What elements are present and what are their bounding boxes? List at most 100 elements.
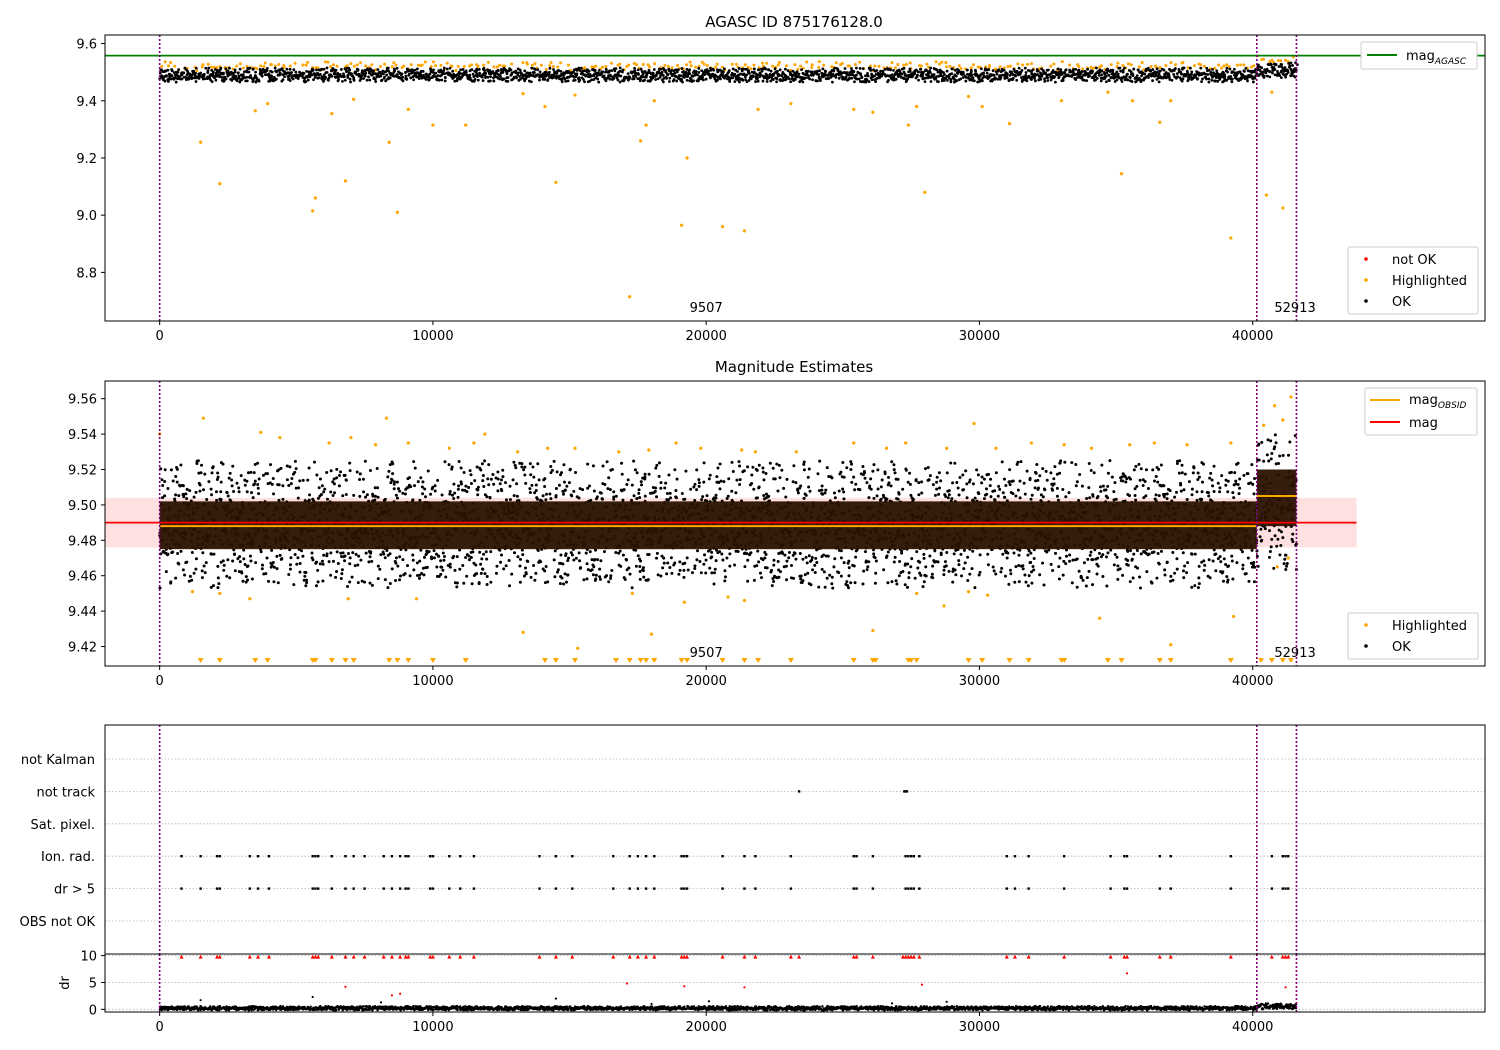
ok-point xyxy=(412,568,416,572)
ok-point xyxy=(626,72,630,76)
highlighted-point xyxy=(1225,63,1229,67)
ok-point xyxy=(362,490,366,494)
ok-point xyxy=(412,460,416,464)
ok-point xyxy=(712,571,716,575)
ok-point xyxy=(762,494,766,498)
ok-point xyxy=(1257,63,1260,67)
ok-point xyxy=(499,478,503,482)
ok-point xyxy=(523,79,527,83)
highlighted-point xyxy=(1130,99,1135,103)
highlighted-point xyxy=(840,61,844,65)
ok-point xyxy=(668,80,671,83)
ok-point xyxy=(215,74,219,78)
ok-point xyxy=(270,548,274,552)
ok-point xyxy=(639,480,643,484)
ok-point xyxy=(443,79,447,83)
ok-point xyxy=(379,74,383,78)
highlighted-point xyxy=(734,62,738,66)
ok-point xyxy=(632,494,636,498)
ok-point xyxy=(737,67,741,70)
ok-point xyxy=(492,482,496,486)
ok-point xyxy=(647,553,651,557)
ok-point xyxy=(287,572,291,576)
highlighted-point xyxy=(1173,63,1177,67)
ok-point xyxy=(201,551,205,555)
ok-point xyxy=(1115,78,1119,82)
ok-point xyxy=(679,74,683,78)
ok-point xyxy=(336,71,340,75)
ok-point xyxy=(700,69,704,73)
ok-point xyxy=(585,562,589,566)
ok-point xyxy=(718,487,722,491)
ok-point xyxy=(604,67,608,71)
ok-point xyxy=(765,73,769,77)
ok-point xyxy=(243,70,246,74)
ok-point xyxy=(534,483,538,487)
ok-point xyxy=(735,478,739,482)
highlighted-point xyxy=(1119,172,1124,176)
ok-point xyxy=(1123,66,1126,70)
ok-point xyxy=(1216,79,1220,83)
ok-point xyxy=(320,484,324,488)
ok-point xyxy=(1273,68,1277,71)
ok-point xyxy=(607,476,611,480)
ok-point xyxy=(848,73,851,77)
ok-point xyxy=(429,492,433,496)
ok-point xyxy=(237,490,241,494)
ok-point xyxy=(224,67,228,71)
ok-point xyxy=(242,557,246,561)
ok-point xyxy=(216,475,220,479)
ok-point xyxy=(761,74,765,78)
ok-point xyxy=(876,71,880,75)
ok-point xyxy=(704,558,708,562)
ok-point xyxy=(633,66,636,70)
ok-point xyxy=(1015,70,1019,74)
ok-point xyxy=(874,80,878,83)
ok-point xyxy=(329,469,333,473)
highlighted-point xyxy=(1116,61,1120,65)
ok-point xyxy=(1143,72,1147,76)
ok-point xyxy=(1289,74,1293,78)
ok-point xyxy=(483,572,487,576)
ok-point xyxy=(432,68,435,72)
ok-point xyxy=(585,70,589,74)
highlighted-point xyxy=(395,210,399,214)
ok-point xyxy=(852,69,856,73)
ok-point xyxy=(474,563,478,567)
ok-point xyxy=(230,478,234,482)
ok-point xyxy=(689,77,693,81)
ok-point xyxy=(538,78,541,82)
highlighted-point xyxy=(896,62,900,66)
ok-point xyxy=(544,498,548,502)
ok-point xyxy=(350,575,354,579)
highlighted-point xyxy=(364,64,368,68)
ok-point xyxy=(899,76,903,79)
ok-point xyxy=(353,564,357,568)
ok-point xyxy=(196,459,200,463)
ok-point xyxy=(387,469,391,473)
ok-point xyxy=(1056,67,1060,71)
highlighted-point xyxy=(1239,63,1243,67)
ok-point xyxy=(489,75,492,79)
ok-point xyxy=(188,489,192,493)
ok-point xyxy=(219,480,223,484)
ok-point xyxy=(764,472,768,476)
ok-point xyxy=(210,471,214,475)
ok-point xyxy=(620,461,624,465)
ok-point xyxy=(761,79,765,83)
ok-point xyxy=(616,78,620,82)
ok-point xyxy=(265,66,269,70)
ok-point xyxy=(392,487,396,491)
ok-point xyxy=(210,493,214,497)
highlighted-point xyxy=(199,140,203,144)
ok-point xyxy=(322,490,326,494)
highlighted-point xyxy=(610,61,614,65)
ok-point xyxy=(378,567,382,571)
ok-point xyxy=(314,584,318,588)
highlighted-point xyxy=(1169,99,1173,103)
ok-point xyxy=(292,583,296,587)
highlighted-point xyxy=(893,66,897,70)
ok-point xyxy=(194,567,198,571)
highlighted-point xyxy=(1219,66,1223,70)
ok-point xyxy=(568,467,572,471)
